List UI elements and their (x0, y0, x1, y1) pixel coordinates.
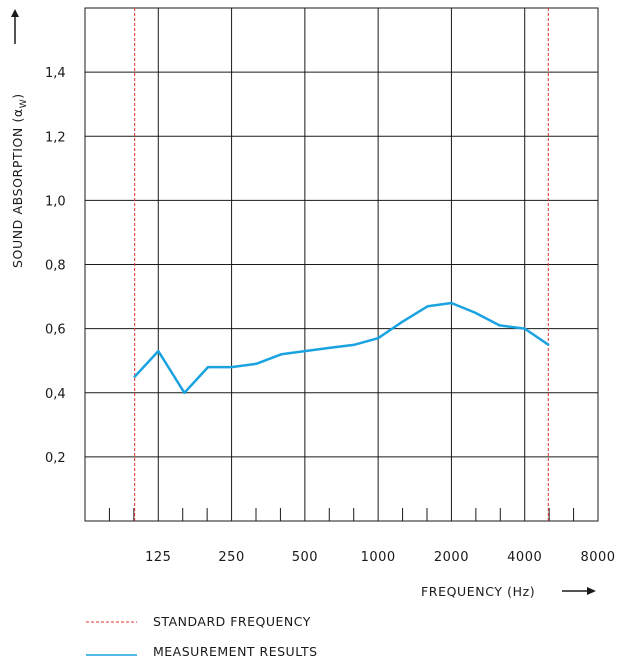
y-axis-title-main: SOUND ABSORPTION (α (10, 108, 25, 268)
x-axis-arrow-head-icon (587, 587, 596, 595)
x-tick-label: 500 (292, 550, 318, 565)
legend-label-measurement-results: MEASUREMENT RESULTS (153, 644, 318, 659)
data-point (400, 321, 403, 324)
y-tick-label: 0,6 (45, 323, 66, 338)
y-axis-title-close: ) (10, 93, 25, 98)
y-tick-label: 0,8 (45, 259, 66, 274)
data-point (230, 365, 233, 369)
data-point (498, 324, 501, 327)
y-tick-labels: 0,2 0,4 0,6 0,8 1,0 1,2 1,4 (45, 66, 66, 466)
data-point (376, 337, 380, 340)
x-axis-title-group: FREQUENCY (Hz) (421, 584, 596, 599)
data-point (183, 391, 186, 394)
data-point (450, 301, 453, 305)
y-axis-title: SOUND ABSORPTION (αW) (10, 93, 29, 268)
data-point (280, 353, 283, 356)
x-tick-label: 1000 (361, 550, 396, 565)
grid-layer (84, 7, 599, 522)
x-tick-label: 2000 (434, 550, 469, 565)
y-axis-title-group: SOUND ABSORPTION (αW) (10, 9, 29, 268)
y-tick-label: 1,2 (45, 130, 66, 145)
data-point (473, 311, 477, 314)
x-tick-label: 8000 (580, 550, 615, 565)
data-point (303, 349, 307, 353)
series-line-measurement-results (133, 301, 550, 395)
data-point (426, 304, 430, 308)
data-point (547, 343, 550, 346)
data-point (353, 343, 356, 346)
y-axis-arrow-head-icon (11, 9, 19, 17)
y-tick-label: 0,4 (45, 387, 66, 402)
y-tick-label: 0,2 (45, 451, 66, 466)
data-point (328, 346, 331, 350)
x-tick-label: 125 (145, 550, 171, 565)
y-tick-label: 1,4 (45, 66, 66, 81)
reference-lines (134, 8, 549, 521)
x-tick-label: 250 (218, 550, 244, 565)
data-point (133, 375, 136, 378)
x-tick-label: 4000 (507, 550, 542, 565)
x-axis-title: FREQUENCY (Hz) (421, 584, 535, 599)
data-point (157, 349, 160, 353)
series-layer (133, 301, 550, 395)
data-point (206, 365, 210, 369)
legend-label-standard-frequency: STANDARD FREQUENCY (153, 614, 311, 629)
data-point (254, 362, 258, 366)
x-tick-labels: 125 250 500 1000 2000 4000 8000 (145, 550, 615, 565)
y-tick-label: 1,0 (45, 194, 66, 209)
legend: STANDARD FREQUENCY MEASUREMENT RESULTS (86, 614, 318, 659)
y-axis-title-sub: W (19, 99, 29, 109)
data-point (523, 327, 526, 330)
